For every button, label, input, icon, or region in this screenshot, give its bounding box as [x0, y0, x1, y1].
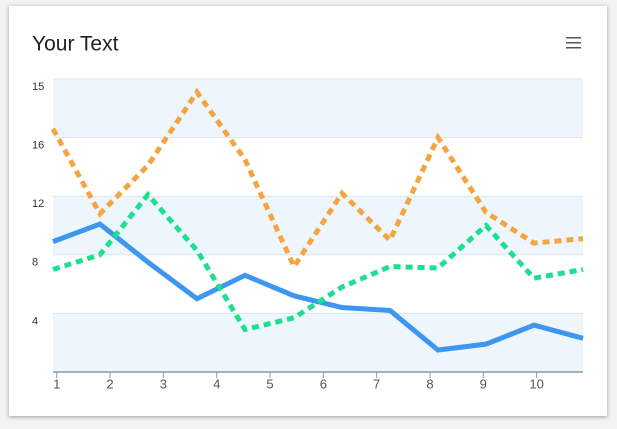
y-tick-label: 8 — [32, 257, 38, 269]
x-tick-label: 4 — [213, 376, 220, 391]
chart-title: Your Text — [32, 33, 119, 56]
x-tick-label: 5 — [266, 376, 273, 391]
x-tick-label: 2 — [106, 376, 113, 391]
y-tick-label: 16 — [32, 140, 44, 152]
x-tick-label: 3 — [160, 376, 167, 391]
x-tick-label: 8 — [426, 376, 433, 391]
plot-band — [53, 79, 583, 138]
series-line — [50, 87, 584, 272]
x-tick-label: 10 — [529, 376, 543, 391]
x-tick-label: 1 — [53, 376, 60, 391]
x-tick-label: 6 — [320, 376, 327, 391]
menu-icon[interactable] — [566, 37, 581, 49]
plot-band — [53, 313, 583, 372]
y-tick-label: 4 — [32, 315, 38, 327]
y-tick-label: 15 — [32, 81, 44, 93]
x-tick-label: 9 — [480, 376, 487, 391]
y-tick-label: 12 — [32, 198, 44, 210]
menu-bar[interactable] — [566, 47, 581, 49]
menu-bar[interactable] — [566, 42, 581, 44]
x-tick-label: 7 — [373, 376, 380, 391]
menu-bar[interactable] — [566, 37, 581, 39]
series-line — [52, 190, 584, 333]
